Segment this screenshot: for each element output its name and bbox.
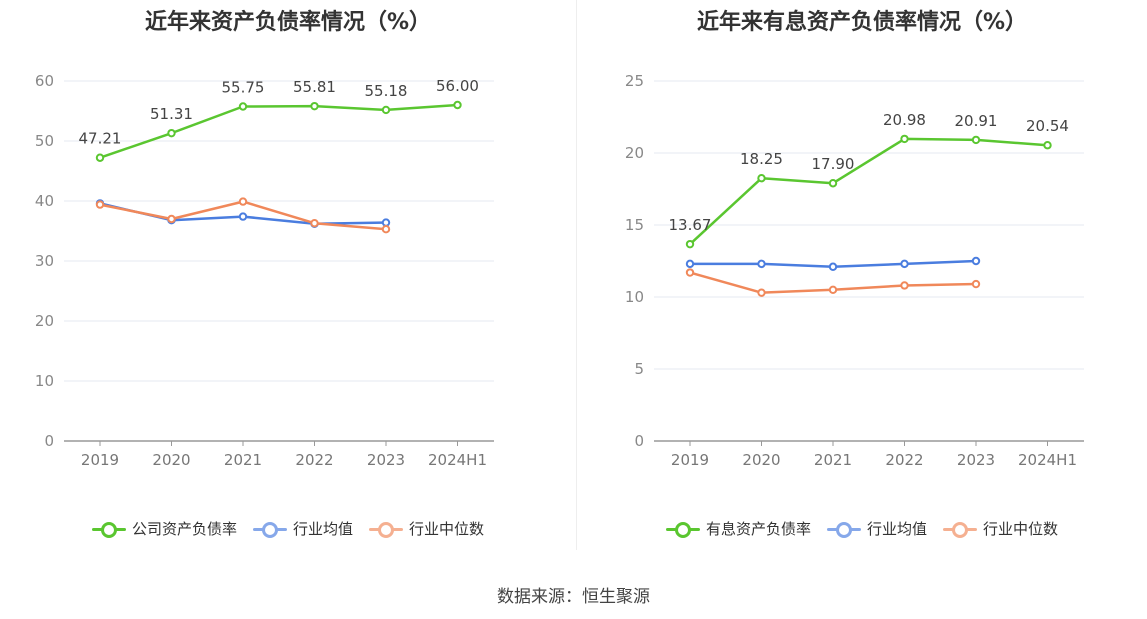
series-line [99,103,458,159]
series-line [689,137,1048,246]
x-tick-label: 2024H1 [428,451,487,469]
data-label: 51.31 [150,105,193,123]
y-tick-label: 50 [35,132,54,150]
data-point [238,212,248,221]
x-tick-label: 2022 [885,451,923,469]
data-label: 20.54 [1026,117,1069,135]
line-chart: 0 5 10 15 20 25 2019 2020 2021 2022 2023 2024H1 13.6… [625,72,1084,469]
x-tick-label: 2021 [224,451,262,469]
legend-marker-icon [252,521,287,538]
data-point [95,200,105,209]
y-tick-label: 30 [35,252,54,270]
data-point [971,135,981,145]
legend-label: 公司资产负债率 [131,520,237,538]
legend-label: 有息资产负债率 [705,520,811,538]
chart-panel-debt-ratio: 近年来资产负债率情况（%） 0 10 20 30 40 50 60 2019 2020 2021 2… [0,0,576,560]
data-point [167,214,176,224]
chart-legend: 有息资产负债率 行业均值 行业中位数 [577,518,1147,539]
data-label: 55.81 [293,78,336,96]
data-source-note: 数据来源：恒生聚源 [497,587,650,607]
x-tick-label: 2020 [742,451,780,469]
legend-item[interactable]: 有息资产负债率 [665,518,811,539]
data-point [453,100,462,110]
data-point [757,259,766,269]
legend-item[interactable]: 行业中位数 [943,518,1058,539]
y-tick-label: 40 [35,192,54,210]
legend-label: 行业中位数 [983,520,1059,538]
data-point [828,285,838,294]
x-tick-label: 2019 [671,451,709,469]
data-point [900,281,909,290]
data-point [828,262,838,271]
data-point [95,153,105,162]
y-tick-label: 15 [625,216,644,234]
legend-marker-icon [91,521,126,538]
data-label: 56.00 [436,77,479,95]
y-tick-label: 5 [634,360,644,378]
data-point [685,268,695,277]
data-point [167,128,176,138]
legend-item[interactable]: 公司资产负债率 [91,518,237,539]
chart-legend: 公司资产负债率 行业均值 行业中位数 [0,518,576,539]
legend-marker-icon [943,521,977,538]
legend-marker-icon [826,521,861,538]
x-tick-label: 2020 [152,451,190,469]
data-label: 47.21 [79,130,122,148]
x-tick-label: 2019 [81,451,119,469]
data-point [757,174,766,183]
legend-item[interactable]: 行业均值 [252,518,353,539]
x-tick-label: 2022 [295,451,333,469]
data-label: 13.67 [669,216,712,234]
y-tick-label: 0 [44,432,54,450]
y-tick-label: 25 [625,72,644,90]
y-tick-label: 0 [634,432,644,450]
chart-title: 近年来有息资产负债率情况（%） [696,10,1028,35]
data-point [900,259,909,269]
data-point [757,288,766,297]
data-label: 55.18 [365,82,408,100]
data-label: 18.25 [740,150,783,168]
legend-marker-icon [665,521,700,538]
panel-divider [576,0,577,550]
data-point [238,102,248,111]
data-label: 17.90 [812,155,855,173]
data-point [828,179,838,188]
legend-label: 行业中位数 [409,520,485,538]
data-point [310,101,319,111]
data-point [971,279,981,289]
legend-item[interactable]: 行业中位数 [369,518,484,539]
data-point [685,259,695,269]
y-tick-label: 10 [35,372,54,390]
data-label: 20.98 [883,111,926,129]
x-tick-label: 2023 [957,451,995,469]
data-point [1043,141,1052,150]
x-tick-label: 2023 [367,451,405,469]
data-point [310,219,319,228]
y-tick-label: 20 [625,144,644,162]
legend-marker-icon [369,521,403,538]
legend-label: 行业均值 [292,520,353,538]
data-label: 55.75 [222,79,265,97]
y-tick-label: 60 [35,72,54,90]
data-point [381,225,391,234]
x-tick-label: 2024H1 [1018,451,1077,469]
data-point [971,256,981,266]
data-point [685,239,695,249]
data-point [381,105,391,115]
y-tick-label: 20 [35,312,54,330]
data-point [238,197,248,206]
chart-panel-interest-bearing-debt-ratio: 近年来有息资产负债率情况（%） 0 5 10 15 20 25 2019 2020 2021 20… [577,0,1147,560]
legend-label: 行业均值 [866,520,927,538]
data-point [381,218,391,227]
y-tick-label: 10 [625,288,644,306]
legend-item[interactable]: 行业均值 [826,518,927,539]
x-tick-label: 2021 [814,451,852,469]
data-point [900,134,909,144]
data-label: 20.91 [955,112,998,130]
chart-title: 近年来资产负债率情况（%） [144,10,432,35]
line-chart: 0 10 20 30 40 50 60 2019 2020 2021 2022 2023 2024H1 4… [35,72,494,469]
